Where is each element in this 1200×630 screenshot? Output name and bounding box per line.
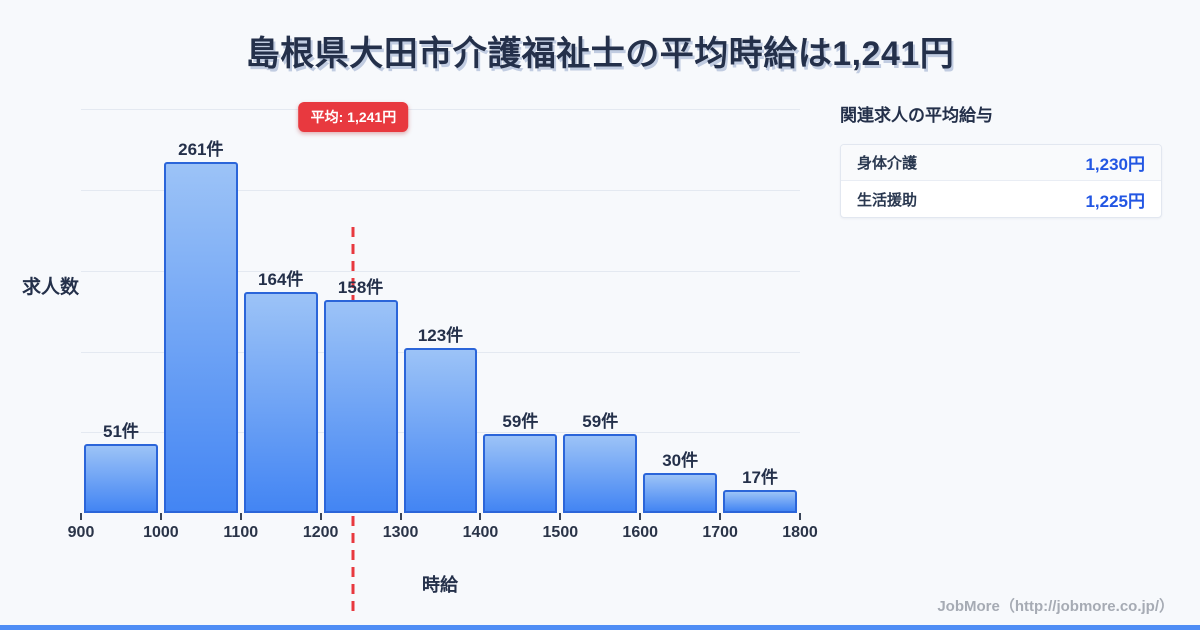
related-job-value: 1,225円: [1085, 191, 1145, 211]
bottom-accent-bar: [0, 625, 1200, 630]
bar-value-label: 123件: [417, 325, 464, 345]
footer-credit: JobMore（http://jobmore.co.jp/）: [937, 598, 1174, 615]
histogram-bar: [243, 292, 318, 513]
related-job-label: 身体介護: [857, 155, 918, 172]
side-panel-heading: 関連求人の平均給与: [840, 106, 993, 125]
bar-value-label: 59件: [502, 411, 539, 431]
bar-value-label: 30件: [662, 450, 699, 470]
histogram-bar: [163, 161, 238, 513]
x-tick-mark: [799, 513, 801, 520]
x-tick-label: 1700: [702, 524, 738, 541]
y-axis-label: 求人数: [22, 277, 80, 298]
x-tick-label: 900: [67, 524, 95, 541]
x-tick-label: 1100: [223, 524, 259, 541]
histogram-bar: [403, 347, 478, 513]
histogram-bar: [84, 444, 158, 513]
page-title: 島根県大田市介護福祉士の平均時給は1,241円: [245, 35, 955, 73]
histogram-bar: [563, 433, 638, 513]
x-tick-mark: [239, 513, 242, 520]
bar-value-label: 261件: [178, 139, 224, 159]
x-tick-mark: [159, 513, 162, 520]
related-job-row: 生活援助 1,225円: [841, 181, 1161, 217]
x-tick-label: 1800: [782, 524, 818, 541]
gridline: [81, 270, 800, 272]
histogram-bar: [643, 472, 718, 513]
x-tick-label: 1400: [462, 524, 499, 541]
histogram-bar: [723, 490, 797, 513]
x-tick-label: 1500: [542, 524, 579, 541]
x-tick-mark: [559, 513, 562, 520]
x-tick-mark: [319, 513, 322, 520]
bar-value-label: 158件: [337, 278, 384, 298]
x-tick-mark: [479, 513, 482, 520]
related-job-label: 生活援助: [857, 191, 918, 209]
x-axis-label: 時給: [422, 575, 458, 595]
related-jobs-card: 身体介護 1,230円 生活援助 1,225円: [840, 144, 1162, 218]
gridline: [81, 109, 800, 111]
bar-value-label: 164件: [258, 270, 304, 290]
bar-value-label: 51件: [102, 422, 139, 442]
average-badge: 平均: 1,241円: [298, 102, 409, 132]
x-tick-mark: [639, 513, 642, 520]
related-job-row: 身体介護 1,230円: [841, 145, 1161, 181]
histogram-bar: [483, 433, 558, 513]
related-job-value: 1,230円: [1085, 155, 1145, 174]
histogram-plot-area: 51件 261件 164件 158件 123件 59件 59件 30件 17件 900 1000 11…: [68, 100, 818, 613]
gridline: [81, 190, 800, 192]
x-tick-label: 1200: [302, 524, 339, 541]
x-tick-mark: [719, 513, 722, 520]
x-tick-mark: [80, 513, 82, 520]
bar-value-label: 17件: [742, 468, 778, 488]
bar-value-label: 59件: [582, 411, 619, 431]
x-tick-label: 1300: [382, 524, 419, 541]
histogram-bar: [323, 300, 398, 513]
x-tick-mark: [399, 513, 402, 520]
x-tick-label: 1600: [622, 524, 659, 541]
x-tick-label: 1000: [143, 524, 179, 541]
